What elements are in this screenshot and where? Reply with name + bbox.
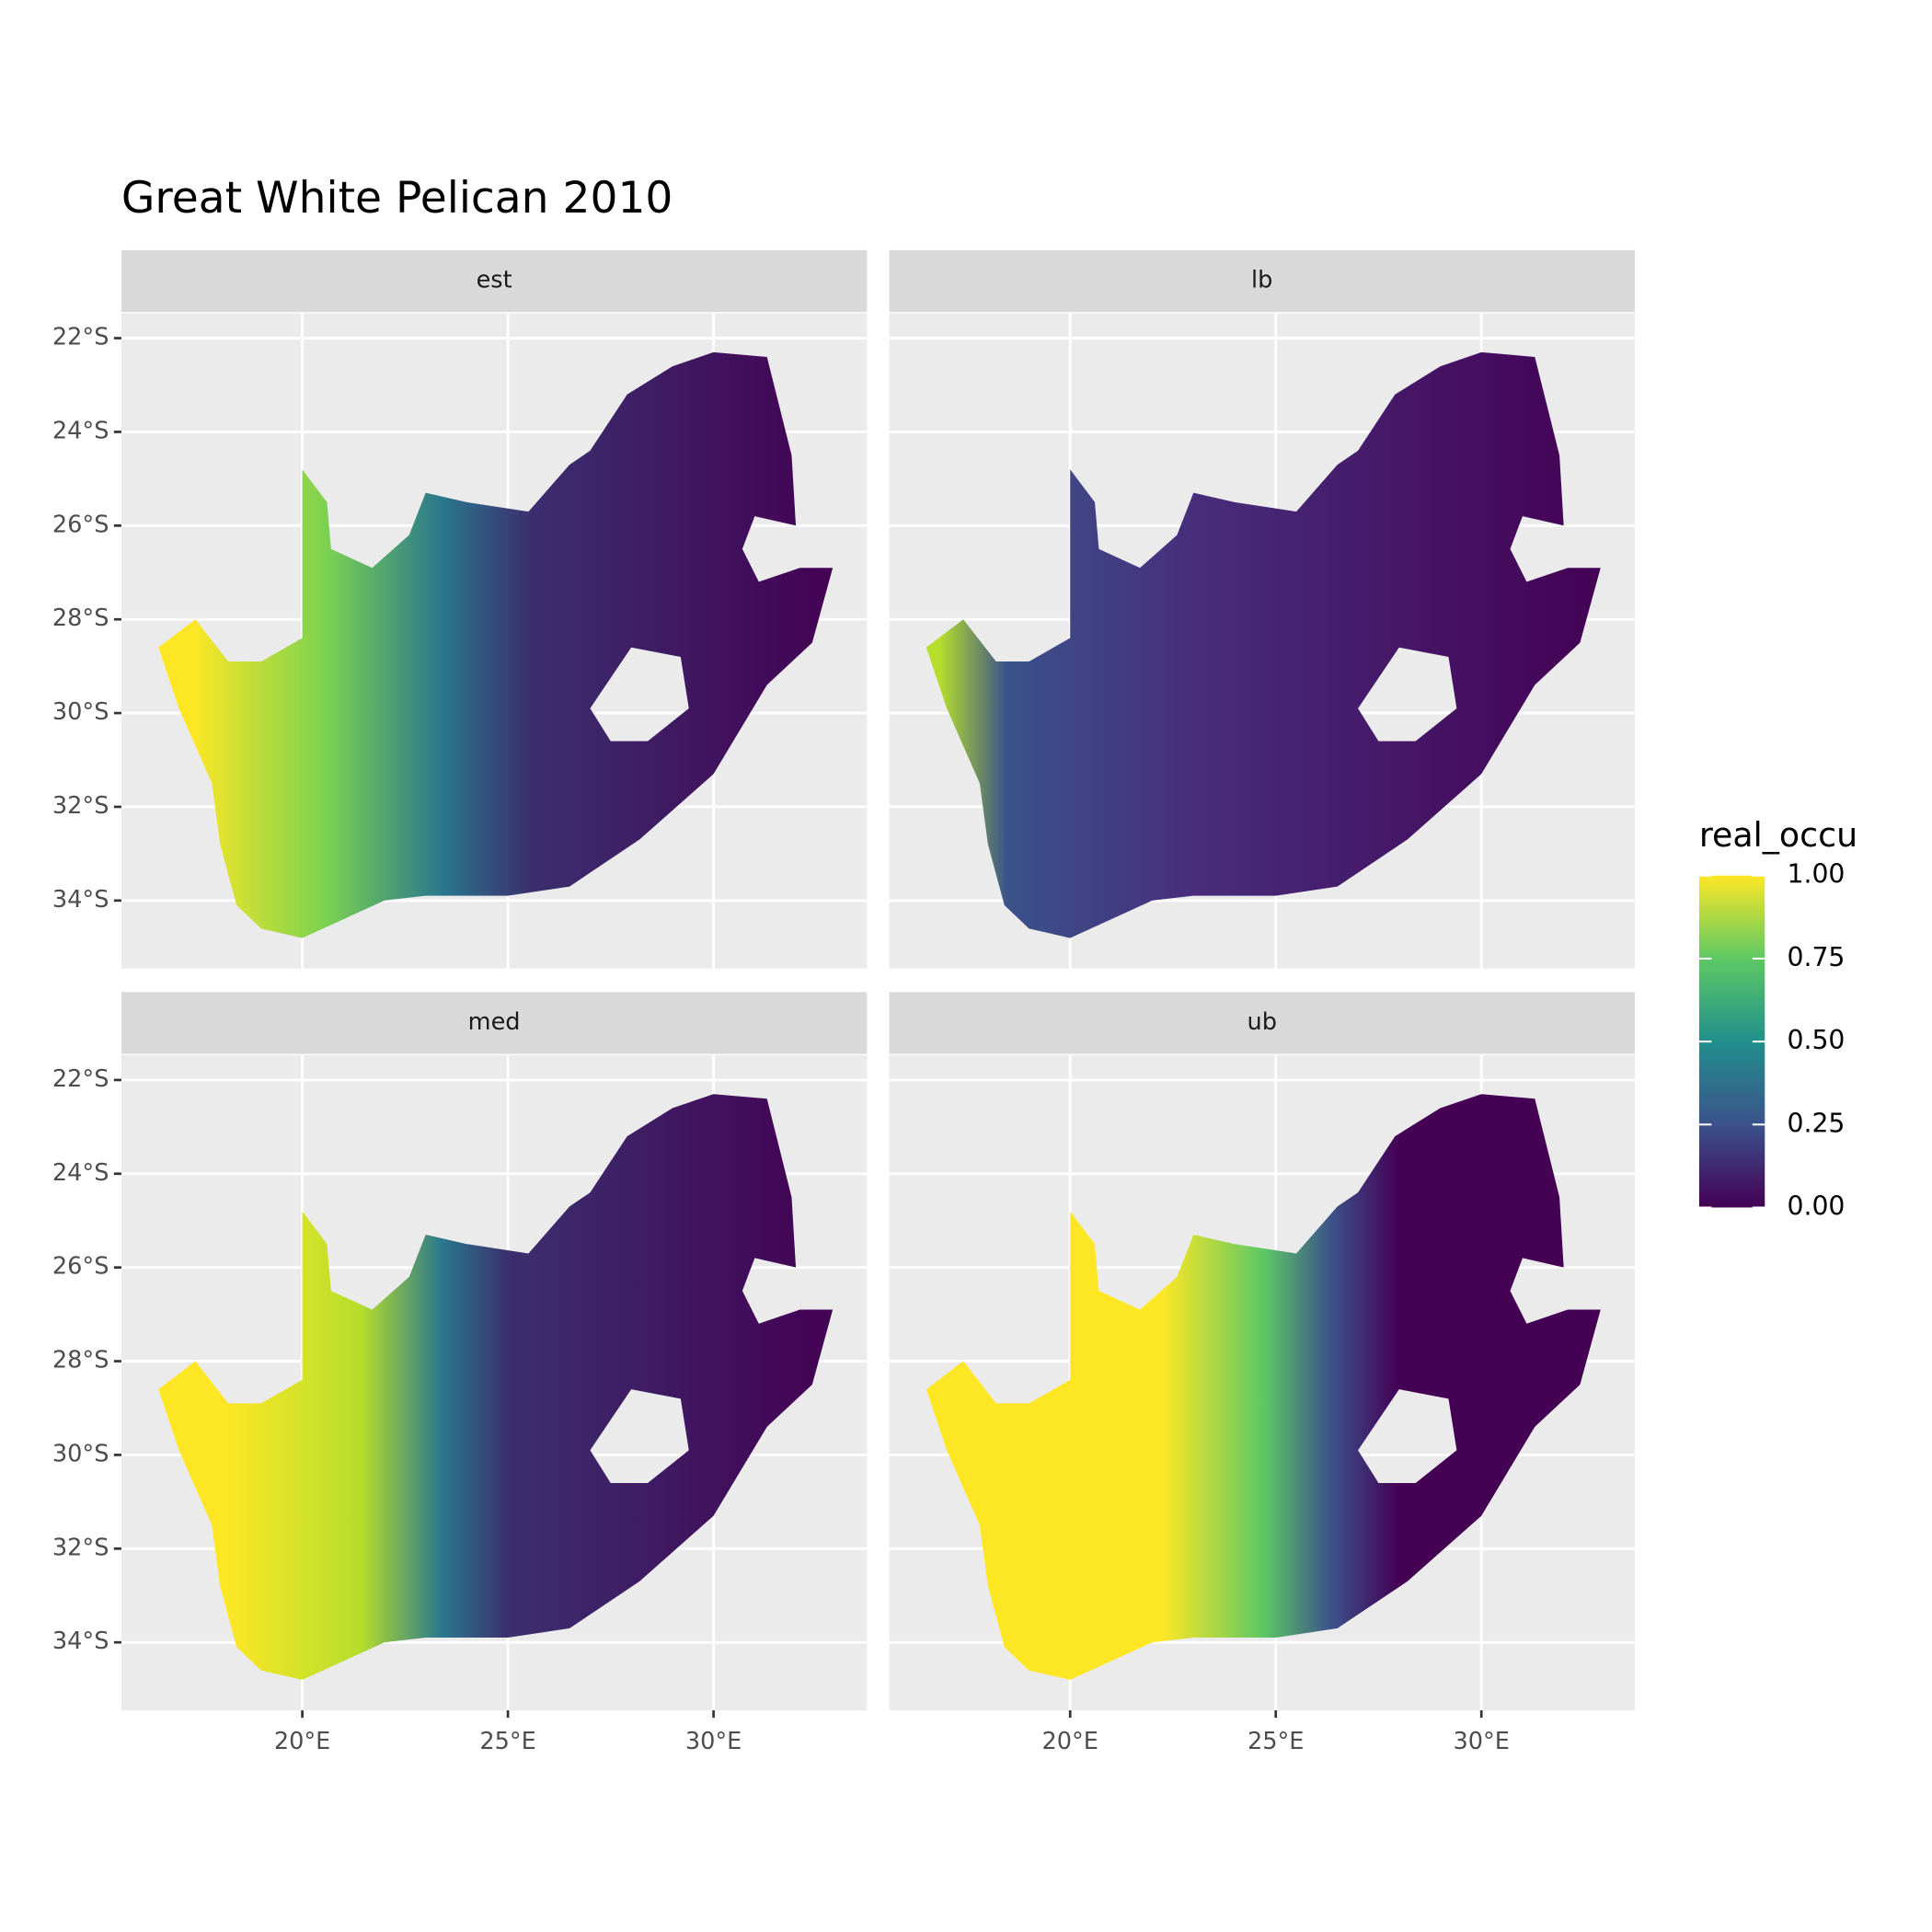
y-tick-label: 34°S: [52, 886, 109, 914]
x-tick-label: 25°E: [1248, 1728, 1304, 1755]
strip-label: ub: [1248, 1008, 1277, 1036]
y-tick-label: 24°S: [52, 1159, 109, 1187]
strip-label: lb: [1251, 267, 1272, 294]
legend-title: real_occu: [1699, 815, 1857, 855]
y-tick-label: 32°S: [52, 1534, 109, 1561]
strip: [889, 992, 1635, 1054]
y-tick-label: 30°S: [52, 1440, 109, 1467]
strip: [889, 249, 1635, 313]
strip-label: est: [477, 267, 512, 294]
strip-label: med: [468, 1008, 521, 1036]
y-tick-label: 22°S: [52, 324, 109, 351]
x-tick-label: 25°E: [479, 1728, 535, 1755]
legend-label: 0.25: [1788, 1108, 1846, 1138]
legend-label: 0.75: [1788, 942, 1846, 972]
occupancy-map: [926, 351, 1601, 938]
y-tick-label: 34°S: [52, 1627, 109, 1655]
y-tick-label: 26°S: [52, 511, 109, 538]
legend-label: 0.50: [1788, 1025, 1846, 1055]
y-tick-label: 30°S: [52, 698, 109, 726]
y-tick-label: 32°S: [52, 792, 109, 820]
x-tick-label: 30°E: [1453, 1728, 1509, 1755]
strip: [121, 249, 868, 313]
occupancy-map: [926, 1094, 1601, 1680]
strip: [121, 992, 868, 1054]
y-tick-label: 28°S: [52, 604, 109, 632]
chart-title: Great White Pelican 2010: [121, 173, 673, 224]
x-tick-label: 20°E: [1041, 1728, 1098, 1755]
x-tick-label: 30°E: [685, 1728, 742, 1755]
y-tick-label: 22°S: [52, 1065, 109, 1093]
legend-label: 1.00: [1788, 859, 1846, 890]
legend-label: 0.00: [1788, 1191, 1846, 1222]
occupancy-map: [158, 1094, 834, 1680]
y-tick-label: 26°S: [52, 1253, 109, 1281]
x-tick-label: 20°E: [274, 1728, 330, 1755]
y-tick-label: 24°S: [52, 417, 109, 444]
y-tick-label: 28°S: [52, 1347, 109, 1374]
occupancy-map: [158, 351, 834, 938]
